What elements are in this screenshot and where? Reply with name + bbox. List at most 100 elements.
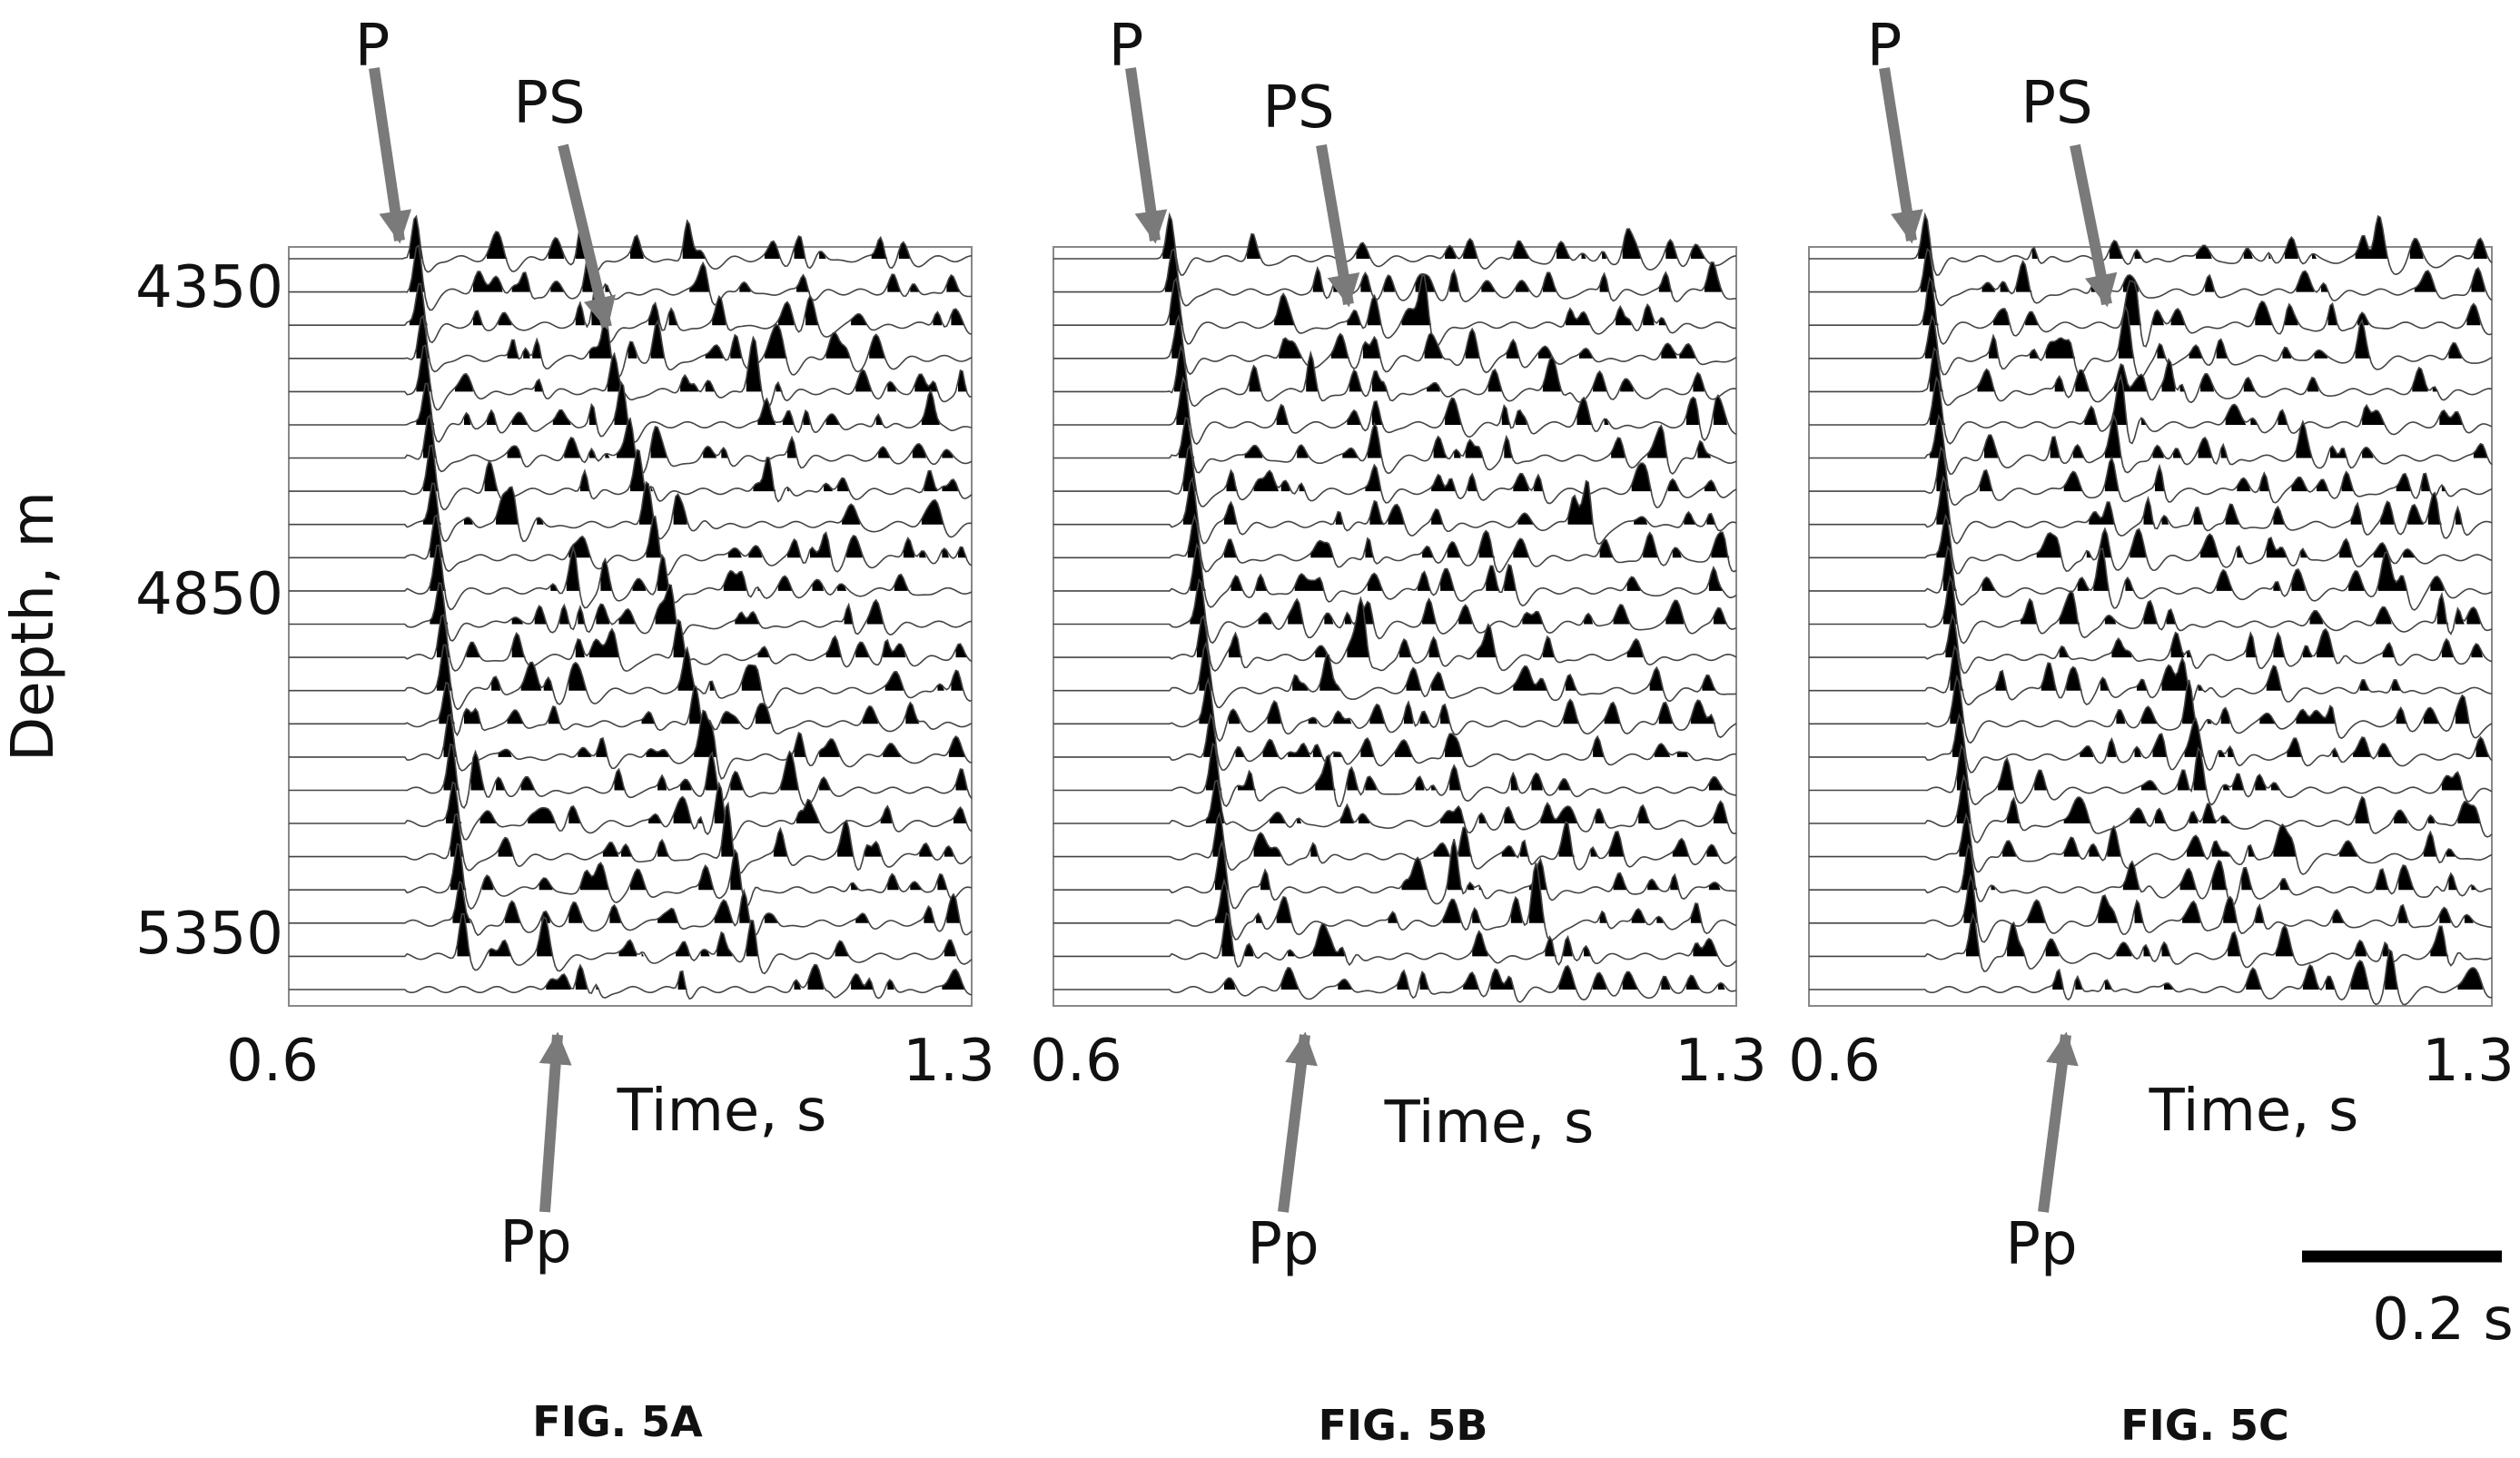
trace-line [1053, 577, 1737, 645]
trace-line [289, 614, 973, 672]
traces-5c [1809, 212, 2493, 1006]
trace-fill [1942, 547, 2445, 591]
trace-line [289, 414, 973, 476]
trace-fill [1176, 378, 1727, 425]
arrow-pp-5b [1278, 1031, 1318, 1213]
trace-fill [1221, 913, 1718, 957]
trace-line [289, 444, 973, 511]
arrow-ps-5b [1316, 143, 1360, 308]
trace-line [289, 480, 973, 543]
trace-fill [1950, 676, 2469, 724]
trace-fill [416, 316, 885, 359]
trace-fill [1929, 416, 2487, 458]
trace-line [289, 314, 973, 379]
trace-line [1053, 712, 1737, 772]
x-axis-label-5c: Time, s [2149, 1078, 2359, 1145]
trace-fill [1162, 214, 1705, 259]
trace-line [1809, 545, 2493, 611]
trace-line [1809, 347, 2493, 407]
trace-line [1809, 674, 2493, 744]
trace-line [1809, 712, 2493, 773]
arrow-label-p-5b: P [1109, 13, 1144, 80]
arrow-p-5c [1879, 67, 1923, 244]
trace-line [1809, 413, 2493, 476]
trace-fill [439, 682, 920, 724]
trace-line [1809, 475, 2493, 545]
trace-line [1809, 644, 2493, 706]
trace-line [1809, 842, 2493, 907]
trace-line [1053, 248, 1737, 307]
caption-5a: FIG. 5A [532, 1397, 703, 1446]
trace-line [1053, 779, 1737, 835]
trace-fill [1959, 814, 2456, 857]
trace-fill [1936, 448, 2446, 492]
arrow-label-pp-5a: Pp [499, 1209, 571, 1276]
trace-line [289, 743, 973, 810]
x-tick-label-max-5a: 1.3 [903, 1028, 995, 1095]
trace-fill [1936, 477, 2463, 525]
y-tick-label-4850: 4850 [135, 561, 283, 628]
trace-line [1053, 742, 1737, 808]
arrow-pp-5c [2038, 1031, 2079, 1213]
trace-fill [443, 744, 967, 791]
trace-fill [436, 615, 967, 658]
trace-fill [1196, 598, 1644, 658]
trace-line [289, 582, 973, 642]
trace-line [1809, 911, 2493, 973]
trace-fill [1199, 679, 1716, 724]
trace-line [1809, 373, 2493, 445]
arrow-p-5b [1125, 67, 1168, 244]
trace-fill [1920, 249, 2485, 292]
trace-line [289, 881, 973, 937]
trace-line [1053, 443, 1737, 508]
x-tick-label-max-5c: 1.3 [2422, 1028, 2515, 1095]
trace-fill [546, 964, 965, 990]
trace-line [289, 801, 973, 875]
x-tick-label-min-5a: 0.6 [226, 1028, 319, 1095]
trace-fill [1918, 214, 2487, 259]
trace-fill [416, 382, 940, 425]
trace-fill [422, 482, 944, 525]
trace-line [289, 214, 973, 275]
trace-fill [1169, 275, 1666, 326]
scale-bar: 0.2 s [2302, 1250, 2514, 1354]
x-tick-label-min-5b: 0.6 [1030, 1028, 1122, 1095]
x-tick-label-max-5b: 1.3 [1675, 1028, 1767, 1095]
trace-fill [1215, 839, 1721, 891]
trace-line [1809, 513, 2493, 575]
plot-frame-5c [1808, 246, 2493, 1007]
arrow-p-5a [369, 67, 412, 244]
trace-line [1809, 247, 2493, 307]
trace-line [1053, 376, 1737, 446]
trace-line [289, 681, 973, 737]
trace-fill [1950, 646, 2401, 691]
trace-line [1809, 812, 2493, 876]
trace-line [289, 709, 973, 781]
plot-frame-5a [288, 246, 973, 1007]
trace-fill [443, 710, 965, 757]
arrow-label-ps-5c: PS [2021, 70, 2092, 137]
trace-line [289, 243, 973, 311]
trace-fill [1936, 515, 2415, 558]
trace-fill [1182, 446, 1716, 492]
trace-fill [1187, 516, 1730, 558]
caption-5b: FIG. 5B [1319, 1401, 1488, 1450]
arrow-label-ps-5a: PS [513, 70, 585, 137]
arrow-pp-5a [539, 1031, 572, 1213]
trace-fill [416, 337, 967, 392]
trace-fill [1924, 306, 2463, 359]
trace-line [1809, 773, 2493, 844]
trace-line [289, 514, 973, 576]
trace-line [1053, 676, 1737, 743]
trace-fill [1966, 914, 2449, 957]
trace-fill [450, 843, 947, 891]
panel-fig-5a: 0.6 1.3 Time, s P PS Pp FIG. 5A [226, 13, 995, 1446]
arrow-label-ps-5b: PS [1262, 74, 1334, 142]
trace-line [1053, 212, 1737, 276]
panel-fig-5b: 0.6 1.3 Time, s P PS Pp FIG. 5B [1030, 13, 1767, 1450]
trace-line [1809, 948, 2492, 1006]
trace-fill [1203, 714, 1689, 757]
trace-line [289, 963, 973, 1000]
trace-line [1053, 513, 1737, 574]
trace-line [1053, 811, 1737, 872]
